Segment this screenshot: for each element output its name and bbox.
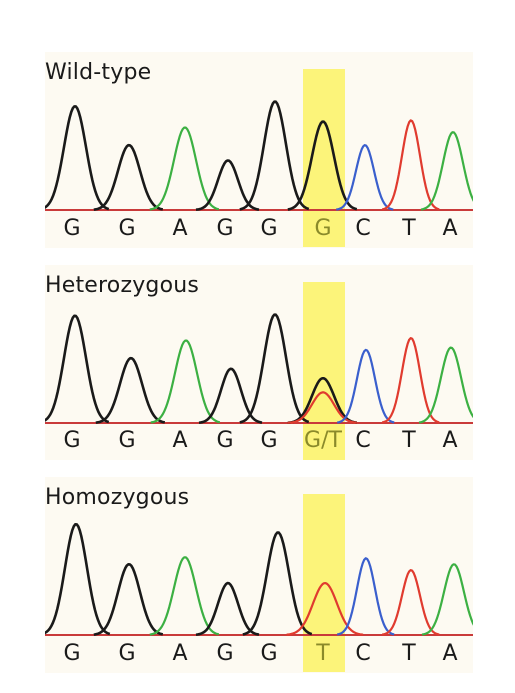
base-call: A: [442, 428, 458, 453]
trace-peak-g: [239, 313, 310, 424]
trace-peak-a: [149, 556, 220, 636]
base-call: G: [63, 641, 81, 666]
trace-peak-g: [195, 581, 260, 636]
trace-peak-t: [381, 119, 440, 211]
trace-peak-a: [418, 346, 473, 424]
trace-peak-g: [93, 563, 164, 636]
trace-peak-g: [242, 531, 313, 636]
base-call: G: [216, 641, 234, 666]
base-call: G: [260, 216, 278, 241]
trace-peak-a: [420, 131, 473, 211]
trace-peak-t: [286, 582, 364, 636]
trace-peak-t: [381, 337, 440, 424]
trace-peak-c: [336, 348, 395, 424]
highlighted-base-call: G/T: [304, 428, 342, 453]
trace-peak-g: [198, 367, 263, 424]
heterozygous-label: Heterozygous: [45, 273, 200, 298]
wild-type-chromatogram: [45, 69, 473, 247]
trace-peak-t: [381, 569, 440, 636]
trace-peak-a: [421, 563, 473, 636]
base-call: G: [63, 216, 81, 241]
base-call: G: [118, 641, 136, 666]
base-call: G: [63, 428, 81, 453]
trace-peak-g: [239, 100, 310, 211]
base-call: C: [355, 428, 371, 453]
wild-type-label: Wild-type: [45, 60, 152, 85]
base-call: A: [172, 216, 188, 241]
heterozygous-panel: Heterozygous G G A G G G/T C T A: [45, 265, 473, 460]
base-call: G: [260, 428, 278, 453]
highlighted-base-call: G: [314, 216, 332, 241]
trace-peak-c: [336, 557, 395, 636]
trace-peak-g: [95, 356, 166, 424]
trace-peak-g: [45, 523, 111, 636]
base-call: G: [216, 216, 234, 241]
base-call: G: [260, 641, 278, 666]
heterozygous-chromatogram: [45, 282, 473, 460]
homozygous-base-calls: G G A G G T C T A: [45, 641, 473, 673]
base-call: G: [216, 428, 234, 453]
base-call: T: [402, 641, 416, 666]
homozygous-label: Homozygous: [45, 485, 190, 510]
base-call: T: [402, 428, 416, 453]
homozygous-panel: Homozygous G G A G G T C T A: [45, 477, 473, 673]
base-call: C: [355, 641, 371, 666]
base-call: G: [118, 216, 136, 241]
trace-peak-a: [150, 339, 221, 424]
base-call: A: [442, 641, 458, 666]
heterozygous-base-calls: G G A G G G/T C T A: [45, 428, 473, 460]
base-call: G: [118, 428, 136, 453]
base-call: A: [172, 428, 188, 453]
base-call: A: [172, 641, 188, 666]
wild-type-base-calls: G G A G G G C T A: [45, 216, 473, 248]
trace-peak-g: [93, 143, 164, 211]
base-call: A: [442, 216, 458, 241]
highlight-band: [303, 69, 345, 247]
highlight-band: [303, 282, 345, 460]
trace-peak-g: [45, 314, 110, 424]
highlighted-base-call: T: [316, 641, 330, 666]
wild-type-panel: Wild-type G G A G G G C T A: [45, 52, 473, 248]
base-call: C: [355, 216, 371, 241]
homozygous-chromatogram: [45, 494, 473, 672]
trace-peak-c: [335, 144, 394, 211]
trace-peak-a: [149, 126, 220, 211]
base-call: T: [402, 216, 416, 241]
trace-peak-g: [45, 105, 110, 211]
trace-peak-g: [287, 120, 358, 211]
